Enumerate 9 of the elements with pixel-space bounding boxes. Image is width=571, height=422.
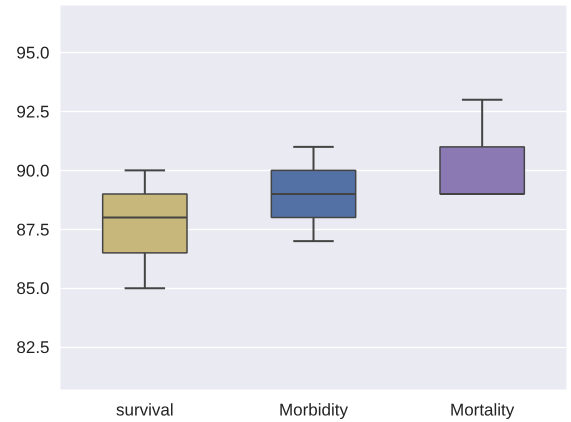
x-tick-label: Morbidity <box>279 400 348 420</box>
y-tick-label: 95.0 <box>16 44 50 63</box>
y-tick-label: 90.0 <box>16 161 50 180</box>
x-tick-label: survival <box>116 400 174 420</box>
y-tick-label: 92.5 <box>16 102 50 122</box>
x-tick-label: Mortality <box>450 400 515 420</box>
y-tick-label: 82.5 <box>16 338 50 358</box>
y-tick-label: 87.5 <box>16 220 50 240</box>
y-tick-label: 85.0 <box>16 279 50 298</box>
